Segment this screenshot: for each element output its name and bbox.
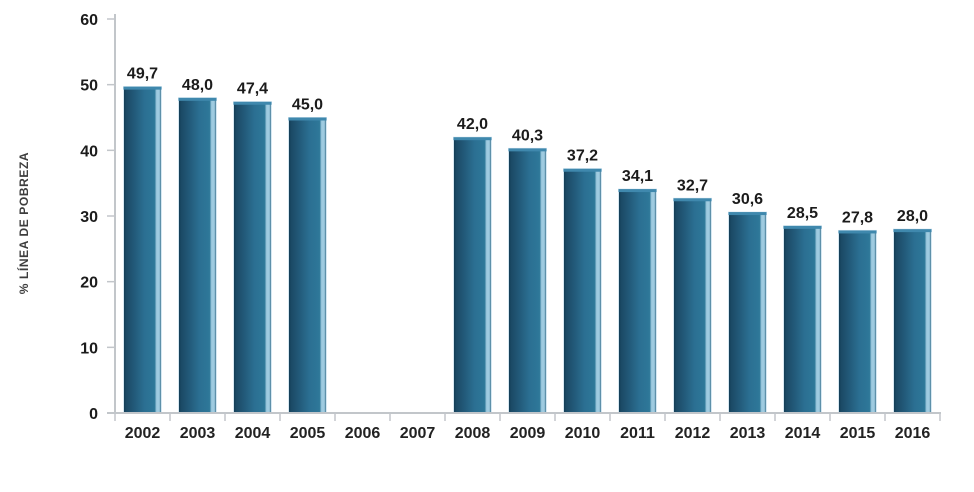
bar-value-label-2003: 48,0 [182,77,213,94]
bar-2014 [783,225,822,414]
bar-cap-2003 [178,97,217,101]
x-tick-label-2008: 2008 [455,425,491,442]
bar-value-label-2013: 30,6 [732,191,763,208]
bar-2003 [178,97,217,414]
x-tick-label-2013: 2013 [730,425,766,442]
bar-2009 [508,147,547,414]
y-tick-label-40: 40 [80,143,98,160]
bar-value-label-2002: 49,7 [127,66,158,83]
x-tick-label-2003: 2003 [180,425,216,442]
x-tick-label-2009: 2009 [510,425,546,442]
bar-2008 [453,136,492,414]
bar-cap-2014 [783,225,822,229]
y-tick-label-60: 60 [80,12,98,29]
bar-cap-2013 [728,212,767,216]
y-axis-title: % LÍNEA DE POBREZA [17,151,31,295]
x-tick-label-2012: 2012 [675,425,711,442]
bar-value-label-2009: 40,3 [512,127,543,144]
bar-value-label-2016: 28,0 [897,208,928,225]
bar-cap-2012 [673,198,712,202]
bar-value-label-2004: 47,4 [237,81,268,98]
x-tick-label-2002: 2002 [125,425,161,442]
bar-2005 [288,117,327,414]
bar-cap-2002 [123,86,162,90]
x-tick-label-2015: 2015 [840,425,876,442]
bar-2016 [893,228,932,414]
bar-2010 [563,168,602,414]
bar-cap-2011 [618,189,657,193]
bar-2002 [123,86,162,414]
bar-2015 [838,229,877,414]
bar-cap-2004 [233,101,272,105]
x-tick-label-2014: 2014 [785,425,821,442]
x-tick-label-2004: 2004 [235,425,271,442]
bar-value-label-2012: 32,7 [677,177,708,194]
bar-2004 [233,101,272,414]
bar-cap-2016 [893,229,932,233]
x-tick-label-2010: 2010 [565,425,601,442]
bar-value-label-2010: 37,2 [567,148,598,165]
bar-value-label-2014: 28,5 [787,205,818,222]
x-tick-label-2011: 2011 [620,425,655,442]
bar-cap-2015 [838,230,877,234]
y-tick-label-20: 20 [80,275,98,292]
bar-cap-2008 [453,137,492,141]
x-tick-label-2005: 2005 [290,425,326,442]
bar-value-label-2005: 45,0 [292,97,323,114]
bar-2012 [673,197,712,414]
bar-cap-2009 [508,148,547,152]
x-tick-label-2006: 2006 [345,425,381,442]
bar-cap-2010 [563,168,602,172]
bar-2013 [728,211,767,414]
y-tick-label-10: 10 [80,340,98,357]
bar-cap-2005 [288,117,327,121]
bar-value-label-2015: 27,8 [842,209,873,226]
bar-2011 [618,188,657,414]
y-tick-label-30: 30 [80,209,98,226]
y-tick-label-0: 0 [89,406,98,423]
y-tick-label-50: 50 [80,78,98,95]
x-tick-label-2007: 2007 [400,425,436,442]
bar-value-label-2011: 34,1 [622,168,653,185]
bar-value-label-2008: 42,0 [457,116,488,133]
x-tick-label-2016: 2016 [895,425,931,442]
